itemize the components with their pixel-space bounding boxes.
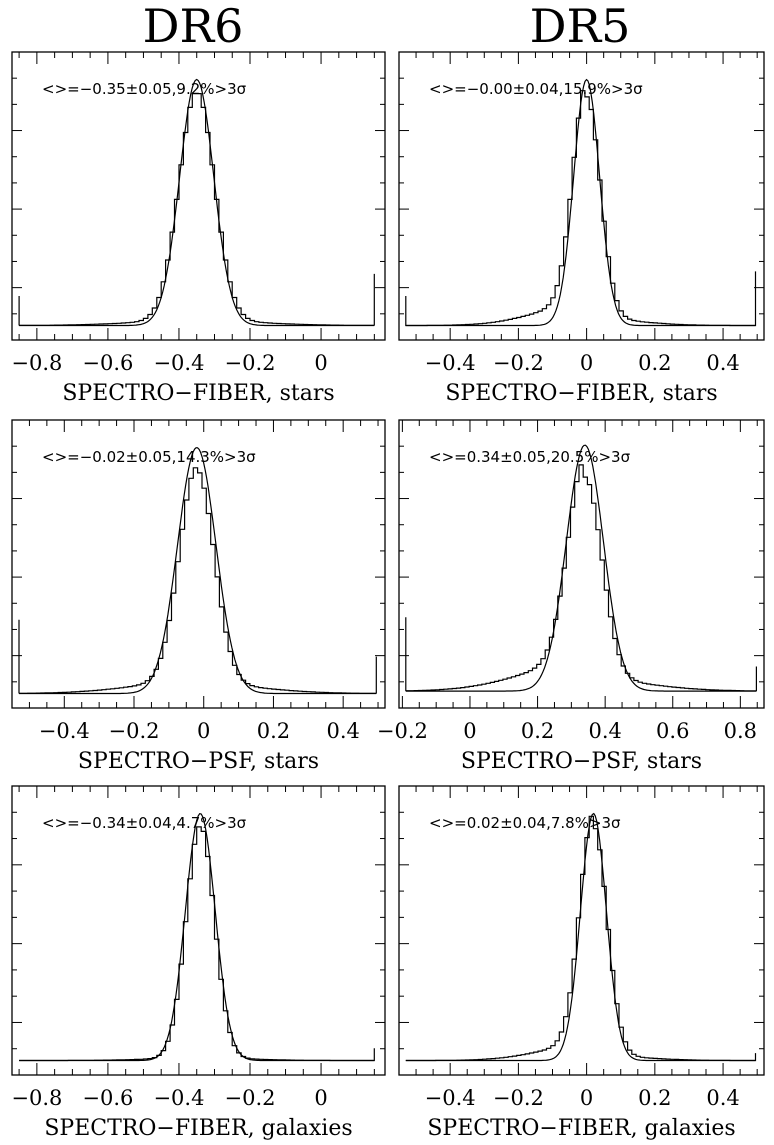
panel-annotation: <>=−0.02±0.05,14.3%>3σ (42, 448, 256, 466)
x-tick-label: −0.2 (109, 719, 160, 743)
panel-annotation: <>=−0.00±0.04,15.9%>3σ (429, 80, 643, 98)
gaussian-fit-series (19, 447, 377, 695)
x-axis-label: SPECTRO−FIBER, stars (445, 381, 717, 406)
column-title-dr5: DR5 (530, 0, 631, 53)
panel-3: −0.4 −0.2 0 0.2 0.4 SPECTRO−PSF, stars <>=−0.0… (11, 419, 386, 774)
panel-annotation: <>=0.02±0.04,7.8%>3σ (429, 814, 621, 832)
panels: −0.8 −0.6 −0.4 −0.2 0 SPECTRO−FIBER, stars <>=… (11, 51, 765, 1141)
x-tick-label: 0 (314, 1086, 327, 1110)
x-tick-label: −0.8 (11, 1086, 62, 1110)
x-tick-label: 0 (463, 719, 476, 743)
panel-frame (11, 785, 386, 1076)
gaussian-fit-series (19, 78, 375, 327)
histogram-series (405, 90, 757, 327)
panel-1: −0.8 −0.6 −0.4 −0.2 0 SPECTRO−FIBER, stars <>=… (11, 51, 386, 406)
x-tick-label: 0.8 (724, 719, 757, 743)
histogram-series (405, 815, 757, 1062)
x-axis-label: SPECTRO−PSF, stars (78, 749, 319, 774)
panel-frame (398, 419, 765, 709)
panel-frame (11, 51, 386, 341)
x-tick-label: 0.2 (257, 719, 290, 743)
histogram-series (19, 826, 375, 1062)
x-tick-label: −0.6 (82, 351, 133, 375)
x-tick-label: 0.2 (521, 719, 554, 743)
x-tick-label: 0.2 (638, 351, 671, 375)
x-tick-label: 0.4 (706, 351, 739, 375)
gaussian-fit-series (405, 78, 756, 327)
x-tick-label: 0 (580, 351, 593, 375)
x-axis-label: SPECTRO−PSF, stars (461, 749, 702, 774)
x-tick-label: 0 (197, 719, 210, 743)
histogram-series (18, 93, 375, 326)
x-tick-label: 0.4 (326, 719, 359, 743)
x-tick-label: 0 (580, 1086, 593, 1110)
panel-frame (11, 419, 386, 709)
panel-annotation: <>=−0.34±0.04,4.7%>3σ (42, 814, 247, 832)
panel-4: −0.2 0 0.2 0.4 0.6 0.8 SPECTRO−PSF, stars <>=0.… (377, 419, 765, 774)
panel-frame (398, 785, 765, 1076)
column-title-dr6: DR6 (143, 0, 244, 53)
x-tick-label: −0.4 (425, 1086, 476, 1110)
x-axis-label: SPECTRO−FIBER, galaxies (44, 1116, 352, 1141)
x-tick-label: 0.4 (588, 719, 621, 743)
panel-6: −0.4 −0.2 0 0.2 0.4 SPECTRO−FIBER, galaxies <>… (398, 785, 765, 1141)
panel-frame (398, 51, 765, 341)
x-tick-label: −0.8 (11, 351, 62, 375)
x-tick-label: 0.2 (638, 1086, 671, 1110)
x-tick-label: 0.6 (656, 719, 689, 743)
x-tick-label: −0.2 (493, 351, 544, 375)
x-tick-label: −0.4 (153, 1086, 204, 1110)
x-tick-label: −0.4 (39, 719, 90, 743)
x-tick-label: −0.2 (225, 1086, 276, 1110)
x-tick-label: −0.4 (153, 351, 204, 375)
histogram-series (405, 464, 757, 692)
gaussian-fit-series (19, 813, 375, 1062)
x-tick-label: −0.2 (225, 351, 276, 375)
x-axis-label: SPECTRO−FIBER, stars (62, 381, 334, 406)
x-axis-label: SPECTRO−FIBER, galaxies (427, 1116, 735, 1141)
histogram-series (18, 467, 377, 694)
x-tick-label: −0.4 (425, 351, 476, 375)
gaussian-fit-series (405, 812, 756, 1062)
x-tick-label: −0.2 (493, 1086, 544, 1110)
panel-5: −0.8 −0.6 −0.4 −0.2 0 SPECTRO−FIBER, galaxies… (11, 785, 386, 1141)
panel-annotation: <>=0.34±0.05,20.5%>3σ (429, 448, 631, 466)
panel-annotation: <>=−0.35±0.05,9.2%>3σ (42, 80, 247, 98)
gaussian-fit-series (405, 444, 757, 692)
x-tick-label: −0.2 (377, 719, 428, 743)
x-tick-label: 0 (314, 351, 327, 375)
x-tick-label: −0.6 (82, 1086, 133, 1110)
x-tick-label: 0.4 (706, 1086, 739, 1110)
panel-2: −0.4 −0.2 0 0.2 0.4 SPECTRO−FIBER, stars <>=−0… (398, 51, 765, 406)
